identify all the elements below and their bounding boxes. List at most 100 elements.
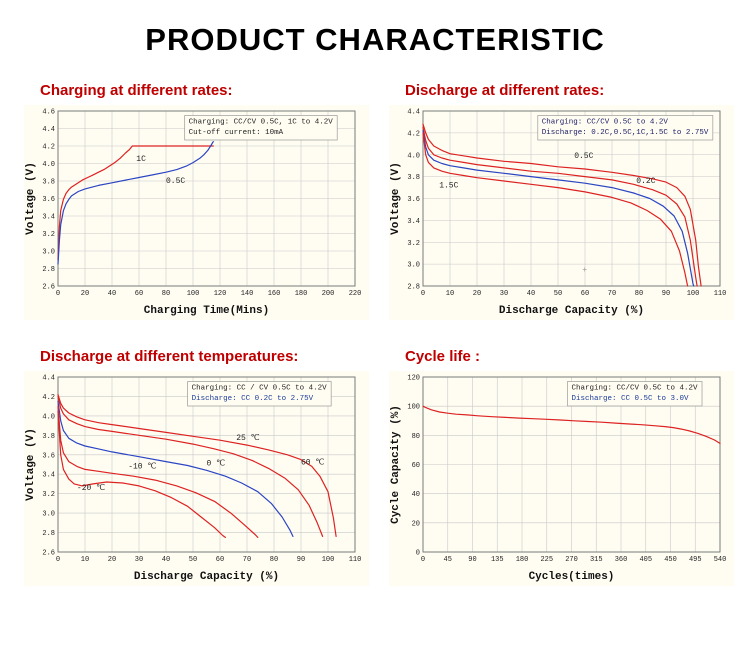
svg-text:50: 50: [189, 556, 197, 564]
svg-text:80: 80: [635, 290, 643, 298]
svg-text:80: 80: [412, 433, 420, 441]
svg-text:70: 70: [243, 556, 251, 564]
panel-discharge-rates: Discharge at different rates: 0 10 20 30 40 5…: [375, 82, 740, 320]
svg-text:0: 0: [416, 550, 420, 558]
svg-text:2.6: 2.6: [42, 550, 55, 558]
svg-text:Voltage (V): Voltage (V): [390, 162, 402, 235]
svg-text:40: 40: [527, 290, 535, 298]
svg-text:120: 120: [407, 375, 420, 383]
svg-text:90: 90: [662, 290, 670, 298]
svg-text:3.2: 3.2: [42, 491, 55, 499]
svg-text:2.8: 2.8: [42, 530, 55, 538]
svg-text:20: 20: [108, 556, 116, 564]
svg-text:315: 315: [590, 556, 603, 564]
svg-text:0.5C: 0.5C: [166, 177, 185, 186]
svg-text:3.8: 3.8: [407, 174, 420, 182]
svg-text:110: 110: [349, 556, 362, 564]
svg-text:20: 20: [412, 520, 420, 528]
svg-text:3.2: 3.2: [42, 231, 55, 239]
section-heading-discharge-temperatures: Discharge at different temperatures:: [40, 348, 299, 365]
chart-cycle-life: 0 45 90 135 180 225 270 315 360 405 450 495 540 0 20 40…: [389, 371, 734, 586]
svg-text:2.8: 2.8: [42, 266, 55, 274]
svg-text:90: 90: [468, 556, 476, 564]
charts-grid: Charging at different rates: 0 20 40 60 80 10…: [0, 82, 750, 586]
svg-text:-20 ℃: -20 ℃: [77, 484, 105, 493]
svg-text:Charging Time(Mins): Charging Time(Mins): [144, 305, 269, 317]
svg-text:160: 160: [268, 290, 281, 298]
svg-text:225: 225: [540, 556, 553, 564]
svg-text:3.6: 3.6: [407, 196, 420, 204]
svg-text:100: 100: [322, 556, 335, 564]
svg-text:20: 20: [473, 290, 481, 298]
svg-text:360: 360: [615, 556, 628, 564]
svg-text:0: 0: [421, 556, 425, 564]
svg-text:80: 80: [162, 290, 170, 298]
svg-text:Discharge: 0.2C,0.5C,1C,1.5C t: Discharge: 0.2C,0.5C,1C,1.5C to 2.75V: [542, 129, 709, 137]
chart-charging-rates: 0 20 40 60 80 100 120 140 160 180 200 220 2.6 2.8 3.0 3…: [24, 105, 369, 320]
svg-text:30: 30: [500, 290, 508, 298]
svg-text:0.5C: 0.5C: [574, 152, 593, 161]
svg-text:200: 200: [322, 290, 335, 298]
svg-text:40: 40: [108, 290, 116, 298]
svg-text:Charging: CC/CV 0.5C, 1C to 4.: Charging: CC/CV 0.5C, 1C to 4.2V: [189, 119, 334, 127]
panel-charging-rates: Charging at different rates: 0 20 40 60 80 10…: [10, 82, 375, 320]
svg-text:405: 405: [639, 556, 652, 564]
svg-text:40: 40: [162, 556, 170, 564]
chart-discharge-temperatures: 0 10 20 30 40 50 60 70 80 90 100 110 2.6 2.8 3.0 3.2 3.4…: [24, 371, 369, 586]
svg-text:45: 45: [444, 556, 452, 564]
svg-text:0 ℃: 0 ℃: [207, 459, 226, 468]
svg-text:4.4: 4.4: [42, 375, 55, 383]
section-heading-discharge-rates: Discharge at different rates:: [405, 82, 605, 99]
svg-text:70: 70: [608, 290, 616, 298]
svg-text:3.0: 3.0: [42, 511, 55, 519]
svg-text:100: 100: [687, 290, 700, 298]
svg-text:90: 90: [297, 556, 305, 564]
svg-text:270: 270: [565, 556, 578, 564]
svg-text:140: 140: [241, 290, 254, 298]
svg-text:3.6: 3.6: [42, 452, 55, 460]
svg-text:135: 135: [491, 556, 504, 564]
svg-text:4.4: 4.4: [407, 109, 420, 117]
svg-text:25 ℃: 25 ℃: [236, 434, 259, 443]
page-title: PRODUCT CHARACTERISTIC: [145, 22, 605, 57]
svg-text:1C: 1C: [136, 155, 146, 164]
svg-text:Discharge Capacity (%): Discharge Capacity (%): [499, 305, 644, 317]
svg-text:60: 60: [216, 556, 224, 564]
svg-text:60: 60: [135, 290, 143, 298]
svg-text:Charging: CC/CV 0.5C to 4.2V: Charging: CC/CV 0.5C to 4.2V: [572, 385, 699, 393]
svg-text:Charging: CC / CV 0.5C to 4.2V: Charging: CC / CV 0.5C to 4.2V: [192, 385, 328, 393]
svg-text:3.8: 3.8: [42, 433, 55, 441]
svg-text:110: 110: [714, 290, 727, 298]
svg-text:Voltage (V): Voltage (V): [25, 428, 37, 501]
svg-text:180: 180: [516, 556, 529, 564]
svg-text:60 ℃: 60 ℃: [301, 459, 324, 468]
svg-text:Discharge: CC 0.5C to 3.0V: Discharge: CC 0.5C to 3.0V: [572, 395, 690, 403]
svg-text:4.2: 4.2: [407, 130, 420, 138]
svg-text:4.4: 4.4: [42, 126, 55, 134]
svg-text:4.0: 4.0: [42, 413, 55, 421]
svg-text:4.0: 4.0: [407, 152, 420, 160]
panel-discharge-temperatures: Discharge at different temperatures: 0 10…: [10, 348, 375, 586]
svg-text:2.8: 2.8: [407, 284, 420, 292]
section-heading-charging-rates: Charging at different rates:: [40, 82, 233, 99]
svg-text:Cycle Capacity (%): Cycle Capacity (%): [390, 405, 402, 524]
svg-text:30: 30: [135, 556, 143, 564]
svg-text:1.5C: 1.5C: [439, 182, 458, 191]
svg-text:10: 10: [446, 290, 454, 298]
svg-text:3.6: 3.6: [42, 196, 55, 204]
panel-cycle-life: Cycle life : 0 45 90 135 180 225 270 315 360 405 4…: [375, 348, 740, 586]
svg-text:-10 ℃: -10 ℃: [128, 462, 156, 471]
svg-text:20: 20: [81, 290, 89, 298]
svg-text:3.2: 3.2: [407, 240, 420, 248]
svg-text:450: 450: [664, 556, 677, 564]
svg-text:100: 100: [407, 404, 420, 412]
svg-text:495: 495: [689, 556, 702, 564]
svg-text:220: 220: [349, 290, 362, 298]
svg-text:3.4: 3.4: [42, 472, 55, 480]
svg-text:3.0: 3.0: [42, 249, 55, 257]
svg-text:10: 10: [81, 556, 89, 564]
svg-text:2.6: 2.6: [42, 284, 55, 292]
svg-text:+: +: [582, 266, 587, 275]
svg-text:4.6: 4.6: [42, 109, 55, 117]
